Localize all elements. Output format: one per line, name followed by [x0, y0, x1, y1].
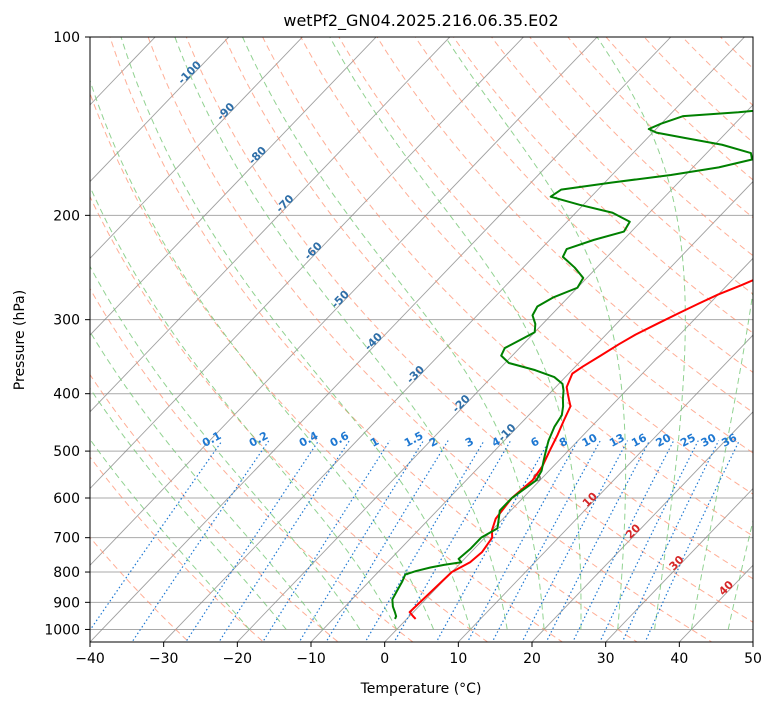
mixing-ratio-line: [521, 440, 629, 642]
moist-adiabat-line: [120, 37, 471, 630]
x-tick-label: 20: [523, 651, 541, 667]
mixing-ratio-label: 13: [607, 431, 627, 450]
y-tick-label: 300: [53, 313, 80, 329]
isotherm-line: [605, 487, 753, 642]
axis-layer: −40 −30 −20 −10 0 10 20 30 40 50 1000 900 800 700 600 5…: [44, 30, 762, 667]
isotherm-line: [90, 37, 525, 490]
isotherm-line: [163, 37, 746, 642]
y-tick-label: 600: [53, 491, 80, 507]
dry-adiabat-line: [262, 37, 753, 537]
y-tick-label: 700: [53, 531, 80, 547]
y-tick-label: 500: [53, 444, 80, 460]
moist-adiabat-line: [690, 288, 753, 630]
isotherm-line: [90, 37, 377, 336]
mixing-ratio-label: 25: [678, 431, 698, 450]
mixing-ratio-label: 36: [719, 431, 739, 450]
isotherm-line: [90, 37, 451, 413]
mixing-ratio-line: [644, 440, 740, 642]
dry-adiabat-line: [90, 195, 489, 642]
mixing-ratio-line: [621, 440, 720, 642]
moist-adiabat-line: [90, 438, 250, 630]
mixing-ratio-label: 10: [580, 431, 600, 450]
mixing-ratio-line: [572, 440, 675, 642]
plot-frame: [89, 36, 754, 643]
mixing-ratio-label: 16: [629, 431, 649, 450]
mixing-ratio-line: [218, 440, 350, 642]
mixing-ratio-line: [325, 440, 449, 642]
x-tick-label: 40: [670, 651, 688, 667]
x-axis-title: Temperature (°C): [360, 681, 482, 697]
grid-layer: [90, 37, 753, 642]
dry-adiabat-line: [452, 37, 753, 334]
x-tick-label: 30: [597, 651, 615, 667]
dry-adiabat-line: [300, 37, 753, 495]
moist-adiabat-line: [727, 518, 753, 630]
x-tick-label: −30: [149, 651, 179, 667]
dry-adiabat-line: [338, 37, 753, 454]
dry-adiabat-line: [90, 287, 414, 642]
moist-adiabat-line: [329, 37, 582, 630]
dry-adiabat-line: [90, 91, 564, 642]
chart-title: wetPf2_GN04.2025.216.06.35.E02: [283, 11, 558, 31]
temperature-profile-line: [408, 279, 753, 620]
moist-adiabat-line: [174, 37, 508, 630]
dry-adiabat-line: [147, 37, 713, 642]
y-tick-label: 200: [53, 208, 80, 224]
mixing-ratio-line: [393, 440, 512, 642]
isotherm-line: [90, 37, 304, 259]
dewpoint-profile-line: [391, 109, 753, 620]
dry-adiabat-line: [109, 37, 638, 642]
x-tick-label: 50: [744, 651, 762, 667]
mixing-ratio-line: [131, 440, 270, 642]
moist-adiabat-line: [90, 185, 398, 630]
mixing-ratio-label: 20: [654, 431, 674, 450]
isotherm-line: [310, 180, 753, 642]
y-tick-label: 800: [53, 565, 80, 581]
dry-adiabat-line: [490, 37, 753, 295]
isotherm-line: [457, 334, 753, 642]
mixing-ratio-line: [364, 440, 485, 642]
moist-adiabat-line: [90, 79, 435, 630]
moist-adiabat-line: [90, 265, 361, 630]
mixing-ratio-line: [545, 440, 651, 642]
mixing-ratio-label: 30: [699, 431, 719, 450]
isotherm-line: [90, 37, 672, 642]
y-tick-label: 900: [53, 595, 80, 611]
x-tick-label: −10: [296, 651, 326, 667]
moist-adiabat-line: [242, 37, 545, 630]
mixing-ratio-line: [435, 440, 550, 642]
y-tick-label: 1000: [44, 622, 80, 638]
y-tick-label: 100: [53, 30, 80, 46]
x-tick-label: 10: [449, 651, 467, 667]
moist-adiabat-line: [596, 37, 686, 630]
mixing-ratio-line: [599, 440, 699, 642]
x-tick-label: 0: [380, 651, 389, 667]
x-tick-label: −20: [223, 651, 253, 667]
mixing-ratio-line: [491, 440, 601, 642]
y-tick-label: 400: [53, 387, 80, 403]
mixing-ratio-line: [466, 440, 579, 642]
isotherm-line: [384, 257, 753, 642]
x-tick-label: −40: [75, 651, 105, 667]
mixing-ratio-line: [262, 440, 391, 642]
dry-adiabat-line: [90, 456, 265, 642]
isotherm-line: [90, 37, 230, 183]
moist-adiabat-line: [444, 37, 627, 630]
moist-adiabat-line: [90, 387, 287, 630]
isotherm-line: [90, 37, 598, 566]
moist-adiabat-line: [90, 330, 324, 630]
y-axis-title: Pressure (hPa): [12, 290, 28, 390]
